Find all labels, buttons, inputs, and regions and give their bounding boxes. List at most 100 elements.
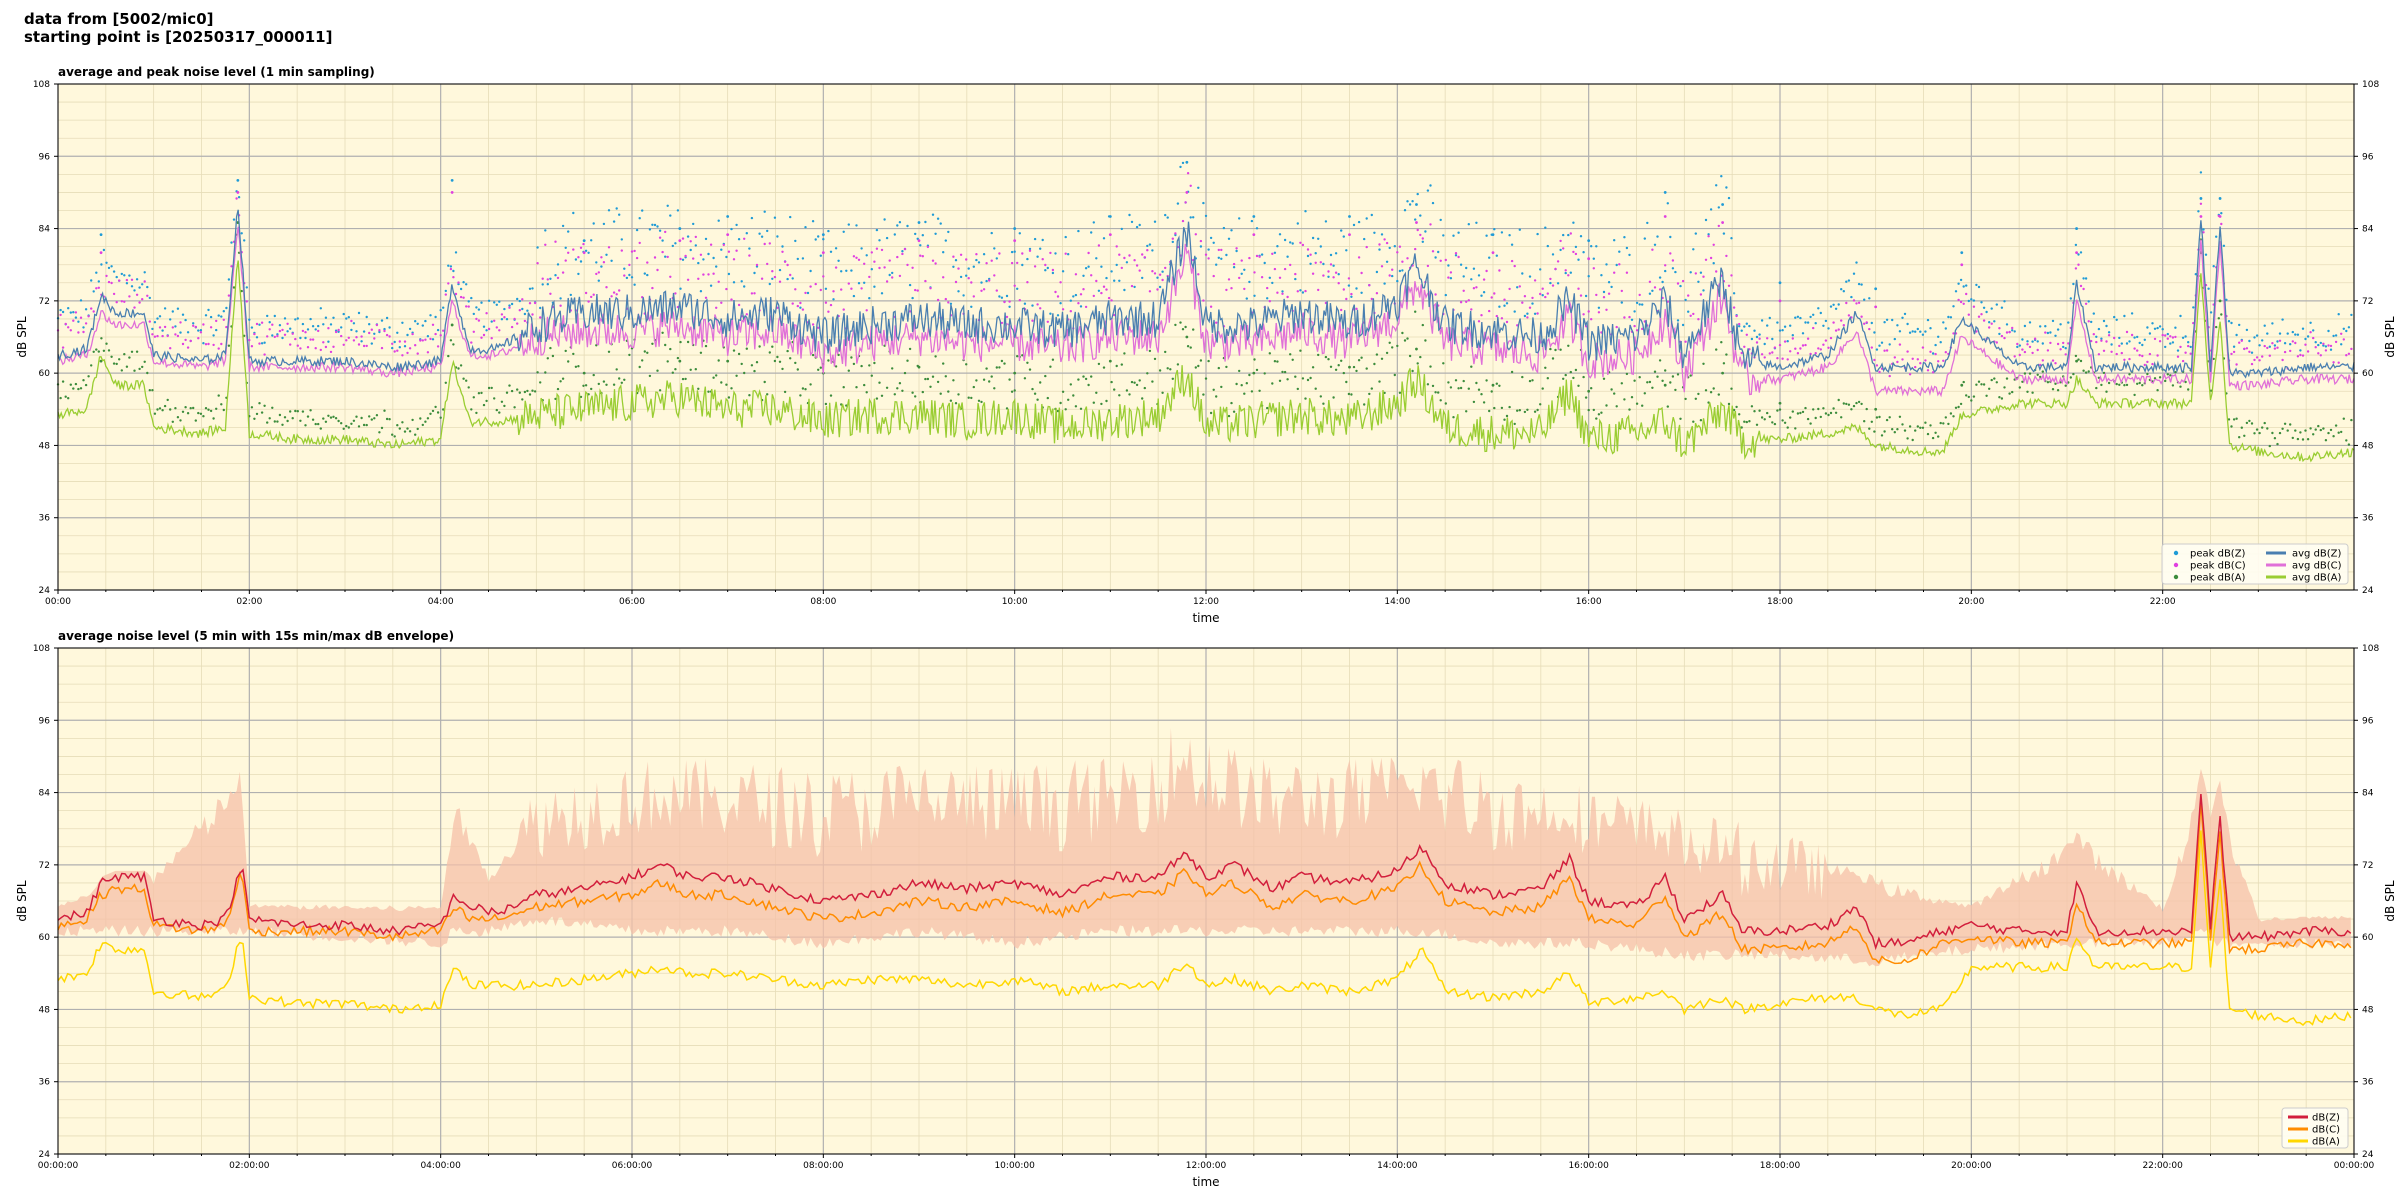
x-axis: 00:00:00 02:00:00 04:00:00 06:00:00 08:00:00… [38,1154,2374,1171]
scatter-point [1033,265,1037,268]
scatter-point [1776,357,1779,360]
scatter-point [90,307,93,310]
scatter-point [199,412,203,415]
scatter-point [1615,263,1618,267]
scatter-point [615,368,618,371]
scatter-point [2069,376,2072,379]
scatter-point [1485,234,1488,237]
scatter-point [1822,324,1825,327]
scatter-point [268,417,271,420]
scatter-point [1702,275,1705,278]
scatter-point [396,331,399,334]
scatter-point [306,328,310,331]
scatter-point [337,419,340,423]
scatter-point [735,223,738,227]
scatter-point [1470,308,1473,311]
scatter-point [1209,305,1213,308]
scatter-point [2332,435,2335,438]
scatter-point [967,277,970,280]
scatter-point [1419,355,1422,359]
scatter-point [643,272,646,275]
scatter-point [1220,385,1223,389]
scatter-point [1595,245,1598,248]
scatter-point [1781,357,1784,360]
scatter-point [732,349,736,352]
scatter-point [518,309,521,312]
scatter-point [2169,335,2172,338]
scatter-point [1360,271,1363,275]
scatter-point [408,347,412,350]
x-axis-label: time [1192,611,1219,625]
scatter-point [726,215,730,218]
scatter-point [1982,306,1986,309]
scatter-point [2036,340,2039,343]
scatter-point [921,390,924,394]
scatter-point [1370,387,1374,390]
scatter-point [1873,430,1876,433]
scatter-point [814,282,817,286]
scatter-point [2273,347,2277,350]
scatter-point [870,251,873,254]
scatter-point [130,350,134,353]
scatter-point [1556,260,1560,263]
scatter-point [1197,273,1200,276]
scatter-point [1355,369,1358,373]
scatter-point [1954,406,1958,409]
scatter-point [917,239,921,243]
scatter-point [1311,236,1315,240]
scatter-point [661,250,664,254]
scatter-point [362,423,366,427]
scatter-point [2317,424,2320,428]
scatter-point [128,295,131,298]
chart-title: average and peak noise level (1 min samp… [58,65,375,79]
scatter-point [666,360,669,363]
scatter-point [2266,346,2269,350]
scatter-point [1005,407,1009,410]
scatter-point [699,253,703,256]
scatter-point [1204,253,1208,256]
scatter-point [870,374,873,377]
scatter-point [1475,286,1478,289]
scatter-point [1235,247,1238,250]
scatter-point [2332,361,2335,364]
scatter-point [271,406,274,409]
scatter-point [2164,334,2167,337]
scatter-point [357,425,361,428]
scatter-point [1255,368,1259,372]
scatter-point [434,405,437,409]
scatter-point [1227,278,1231,281]
scatter-point [426,417,430,420]
scatter-point [720,301,723,304]
scatter-point [1878,370,1881,374]
scatter-point [740,280,743,283]
scatter-point [329,416,333,419]
scatter-point [2005,331,2009,334]
scatter-point [493,397,496,400]
scatter-point [1329,253,1333,257]
scatter-point [383,327,386,331]
scatter-point [1860,402,1863,406]
scatter-point [291,332,294,335]
scatter-point [577,365,580,368]
scatter-point [817,368,820,371]
scatter-point [362,344,366,348]
scatter-point [1416,228,1419,232]
scatter-point [1840,288,1843,291]
scatter-point [2023,324,2027,328]
scatter-point [424,420,427,423]
scatter-point [1097,362,1101,366]
scatter-point [1115,245,1118,248]
scatter-point [1426,264,1430,268]
scatter-point [2102,371,2106,375]
scatter-point [459,295,463,299]
scatter-point [1079,305,1083,308]
scatter-point [146,294,149,297]
scatter-point [123,274,126,277]
scatter-point [1490,390,1493,393]
scatter-point [1977,380,1981,383]
scatter-point [431,409,435,413]
scatter-point [1138,379,1141,382]
scatter-point [485,399,488,403]
scatter-point [452,276,455,279]
scatter-point [1164,350,1167,354]
